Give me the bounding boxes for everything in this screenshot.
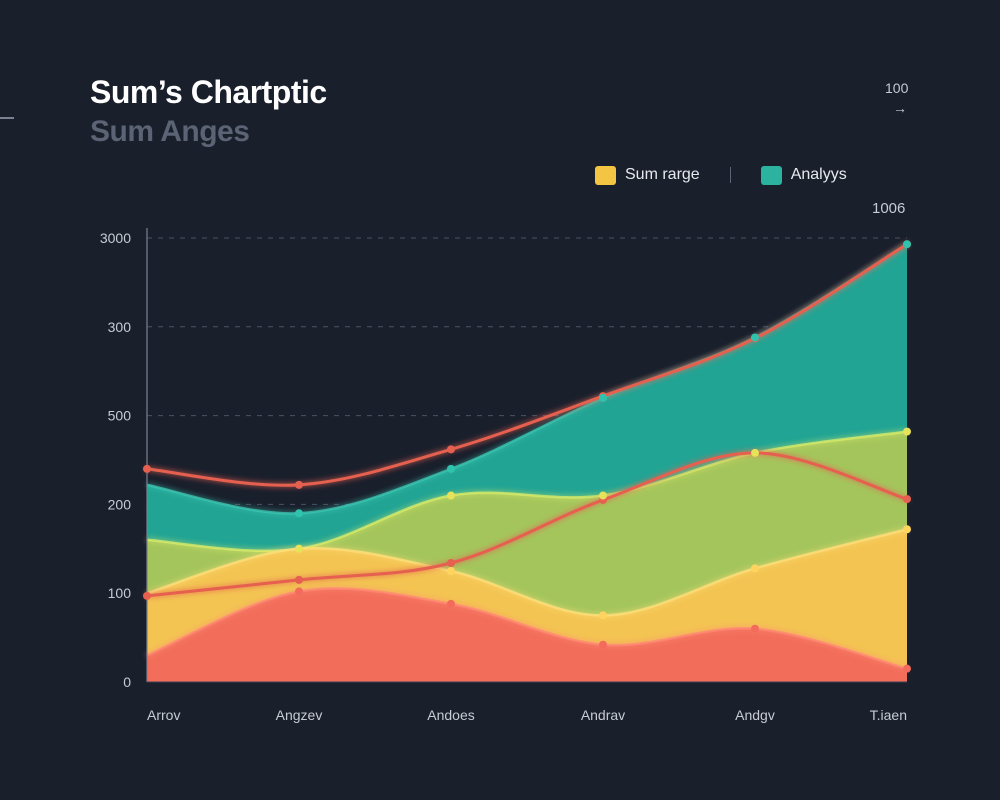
area-point [447,491,455,500]
corner-value-label: 100 [885,80,909,96]
area-point [447,567,455,575]
area-point [295,509,303,518]
area-point [447,599,455,608]
line-point [143,464,151,473]
area-point [295,544,303,553]
area-point [599,611,607,620]
area-point [599,491,607,500]
area-point [751,448,759,457]
x-tick-label: Andrav [581,707,625,723]
area-point [903,240,911,249]
line-point [903,495,911,504]
area-red-edge [146,587,908,670]
y-tick-label: 200 [108,496,132,512]
legend-item-sum-range[interactable]: Sum rarge [595,165,700,185]
legend-divider [729,167,731,183]
y-tick-label: 300 [108,319,132,335]
area-point [903,427,911,436]
line-top [145,242,909,487]
x-tick-label: Angzev [276,707,323,723]
area-point [751,333,759,342]
y-tick-label: 0 [123,674,131,690]
area-red [147,588,907,682]
y-tick-label: 3000 [100,230,131,246]
line-point [295,575,303,584]
x-tick-label: Andgv [735,707,775,723]
y-tick-label: 500 [108,408,132,424]
line-point [447,559,455,568]
area-point [295,587,303,596]
area-point [599,640,607,649]
arrow-icon: → [893,100,907,116]
top-value-label: 1006 [872,200,906,217]
legend-swatch-yellow [595,165,616,185]
y-tick-label: 100 [108,585,132,601]
line-mid [145,451,909,598]
area-point [447,464,455,473]
area-point [903,664,911,673]
area-yellow-edge [146,528,908,617]
area-point [751,564,759,573]
line-point [447,445,455,454]
legend-item-analysis[interactable]: Analyys [760,165,847,185]
area-point [599,393,607,402]
area-point [903,525,911,534]
line-point [295,480,303,489]
edge-marker [0,117,14,119]
x-tick-label: Arrov [147,707,180,723]
line-point [143,591,151,600]
chart-subtitle: Sum Anges [90,115,250,148]
legend-label: Analyys [790,166,847,183]
x-tick-label: T.iaen [870,707,907,723]
legend-label: Sum rarge [625,166,700,183]
area-point [751,624,759,633]
legend: Sum rarge Analyys [595,163,847,187]
chart-title: Sum’s Chartptic [90,74,327,110]
legend-swatch-teal [760,165,782,185]
x-tick-label: Andoes [427,707,474,723]
